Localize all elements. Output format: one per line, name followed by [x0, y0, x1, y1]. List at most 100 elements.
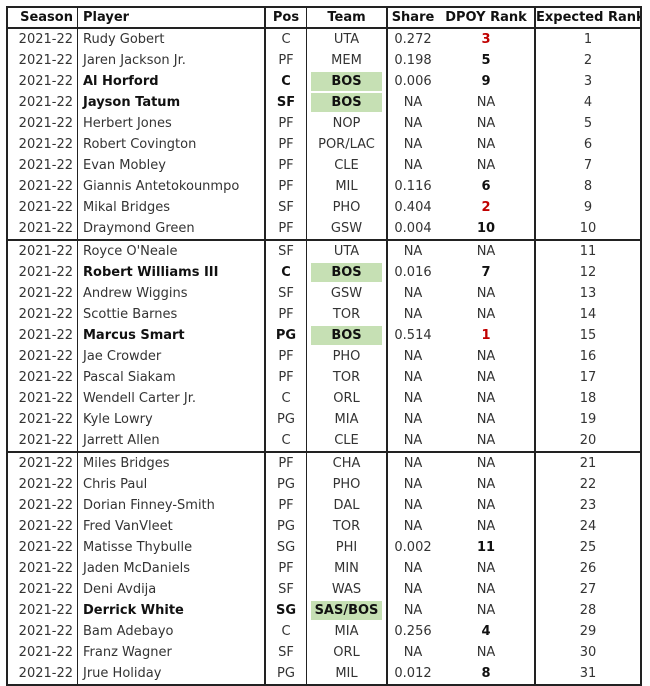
expected-rank-cell: 16 — [579, 349, 597, 364]
dpoy-rank-cell: 5 — [438, 50, 536, 71]
season-cell: 2021-22 — [7, 388, 78, 409]
table-row: 2021-22 Matisse Thybulle SG PHI 0.002 11 25 — [7, 537, 641, 558]
table-row: 2021-22 Jayson Tatum SF BOS NA NA 4 — [7, 92, 641, 113]
share-cell: 0.012 — [394, 666, 432, 681]
table-row: 2021-22 Deni Avdija SF WAS NA NA 27 — [7, 579, 641, 600]
dpoy-table: Season Player Pos Team Share DPOY Rank E… — [6, 6, 642, 686]
expected-rank-cell: 7 — [583, 158, 593, 173]
season-cell: 2021-22 — [7, 304, 78, 325]
expected-rank-cell: 9 — [583, 200, 593, 215]
header-row: Season Player Pos Team Share DPOY Rank E… — [7, 7, 641, 29]
pos-cell: PF — [265, 218, 307, 241]
dpoy-rank-cell: NA — [438, 283, 536, 304]
team-label: BOS — [311, 263, 382, 282]
share-cell: 0.272 — [394, 32, 432, 47]
pos-cell: C — [265, 28, 307, 50]
player-cell: Mikal Bridges — [77, 197, 266, 218]
player-cell: Royce O'Neale — [77, 240, 266, 262]
expected-rank-cell: 12 — [579, 265, 597, 280]
table-row: 2021-22 Al Horford C BOS 0.006 9 3 — [7, 71, 641, 92]
season-cell: 2021-22 — [7, 197, 78, 218]
dpoy-rank-cell: NA — [438, 240, 536, 262]
team-cell: GSW — [306, 283, 388, 304]
season-cell: 2021-22 — [7, 516, 78, 537]
team-label: MEM — [331, 53, 362, 68]
player-cell: Fred VanVleet — [77, 516, 266, 537]
season-cell: 2021-22 — [7, 474, 78, 495]
team-label: PHO — [332, 477, 361, 492]
pos-cell: PF — [265, 346, 307, 367]
team-label: MIL — [335, 179, 358, 194]
table-row: 2021-22 Jarrett Allen C CLE NA NA 20 — [7, 430, 641, 453]
dpoy-rank-cell: 8 — [438, 663, 536, 685]
share-cell: NA — [403, 391, 423, 406]
share-cell: 0.002 — [394, 540, 432, 555]
expected-rank-cell: 30 — [579, 645, 597, 660]
season-cell: 2021-22 — [7, 495, 78, 516]
team-label: GSW — [330, 221, 363, 236]
team-label: BOS — [311, 326, 382, 345]
team-label: ORL — [333, 391, 360, 406]
player-cell: Matisse Thybulle — [77, 537, 266, 558]
pos-cell: SG — [265, 537, 307, 558]
dpoy-rank-cell: NA — [438, 92, 536, 113]
dpoy-rank-cell: NA — [438, 346, 536, 367]
pos-cell: C — [265, 621, 307, 642]
team-label: MIN — [334, 561, 359, 576]
player-cell: Jarrett Allen — [77, 430, 266, 453]
team-cell: BOS — [306, 325, 388, 346]
player-cell: Pascal Siakam — [77, 367, 266, 388]
share-cell: 0.404 — [394, 200, 432, 215]
expected-rank-cell: 4 — [583, 95, 593, 110]
player-cell: Jae Crowder — [77, 346, 266, 367]
share-cell: 0.004 — [387, 218, 438, 241]
table-row: 2021-22 Bam Adebayo C MIA 0.256 4 29 — [7, 621, 641, 642]
share-cell: NA — [403, 645, 423, 660]
team-label: DAL — [333, 498, 360, 513]
pos-cell: PF — [265, 558, 307, 579]
team-cell: CLE — [306, 155, 388, 176]
pos-cell: PG — [265, 409, 307, 430]
dpoy-rank-cell: 6 — [438, 176, 536, 197]
expected-rank-cell: 27 — [579, 582, 597, 597]
player-cell: Marcus Smart — [77, 325, 266, 346]
player-cell: Dorian Finney-Smith — [77, 495, 266, 516]
team-label: BOS — [311, 72, 382, 91]
player-cell: Derrick White — [77, 600, 266, 621]
team-cell: DAL — [306, 495, 388, 516]
table-row: 2021-22 Giannis Antetokounmpo PF MIL 0.116 6 8 — [7, 176, 641, 197]
season-cell: 2021-22 — [7, 134, 78, 155]
team-cell: PHI — [306, 537, 388, 558]
dpoy-rank-cell: 11 — [438, 537, 536, 558]
player-cell: Robert Covington — [77, 134, 266, 155]
season-cell: 2021-22 — [7, 430, 78, 453]
season-cell: 2021-22 — [7, 92, 78, 113]
team-label: ORL — [333, 645, 360, 660]
player-cell: Rudy Gobert — [77, 28, 266, 50]
team-cell: MIL — [306, 176, 388, 197]
dpoy-rank-cell: NA — [438, 558, 536, 579]
pos-cell: PF — [265, 452, 307, 474]
table-row: 2021-22 Jaden McDaniels PF MIN NA NA 26 — [7, 558, 641, 579]
dpoy-rank-cell: NA — [438, 388, 536, 409]
player-cell: Scottie Barnes — [77, 304, 266, 325]
table-row: 2021-22 Jrue Holiday PG MIL 0.012 8 31 — [7, 663, 641, 685]
team-cell: ORL — [306, 642, 388, 663]
dpoy-rank-cell: 4 — [438, 621, 536, 642]
player-cell: Jaren Jackson Jr. — [77, 50, 266, 71]
table-row: 2021-22 Evan Mobley PF CLE NA NA 7 — [7, 155, 641, 176]
expected-rank-cell: 26 — [579, 561, 597, 576]
team-label: CLE — [334, 433, 359, 448]
team-label: POR/LAC — [318, 137, 375, 152]
season-cell: 2021-22 — [7, 283, 78, 304]
season-cell: 2021-22 — [7, 50, 78, 71]
season-cell: 2021-22 — [7, 28, 78, 50]
dpoy-rank-cell: NA — [438, 430, 536, 453]
share-cell: NA — [403, 456, 423, 471]
table-row: 2021-22 Marcus Smart PG BOS 0.514 1 15 — [7, 325, 641, 346]
table-row: 2021-22 Miles Bridges PF CHA NA NA 21 — [7, 452, 641, 474]
expected-rank-cell: 25 — [579, 540, 597, 555]
pos-cell: SF — [265, 240, 307, 262]
expected-rank-cell: 29 — [579, 624, 597, 639]
player-cell: Kyle Lowry — [77, 409, 266, 430]
